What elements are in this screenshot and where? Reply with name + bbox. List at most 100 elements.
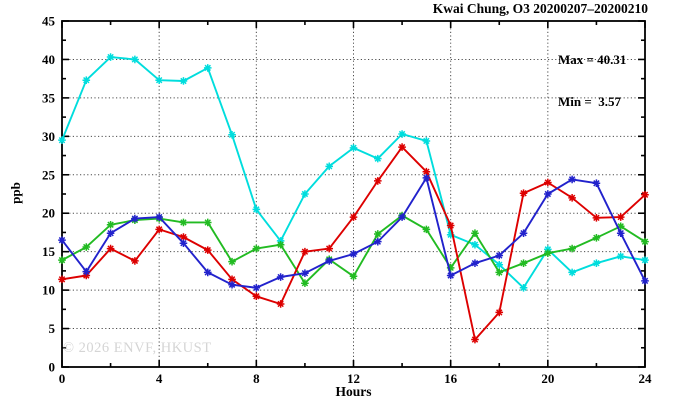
- data-point-marker: [398, 130, 406, 138]
- y-tick-label: 40: [42, 52, 55, 67]
- data-point-marker: [155, 225, 163, 234]
- data-point-marker: [471, 240, 479, 249]
- data-point-marker: [106, 53, 115, 61]
- data-point-marker: [568, 175, 576, 184]
- series-cyan-line: [58, 53, 649, 292]
- data-point-marker: [616, 252, 625, 261]
- data-point-marker: [131, 214, 139, 223]
- data-point-marker: [641, 277, 649, 285]
- data-point-marker: [373, 230, 382, 238]
- x-tick-label: 0: [59, 371, 66, 386]
- data-point-marker: [568, 244, 576, 253]
- data-point-marker: [82, 76, 91, 85]
- data-point-marker: [422, 137, 431, 145]
- y-tick-label: 5: [49, 321, 56, 336]
- data-point-marker: [82, 267, 91, 276]
- data-point-marker: [422, 225, 431, 234]
- data-point-marker: [252, 244, 261, 253]
- data-point-marker: [641, 190, 649, 199]
- data-point-marker: [544, 245, 552, 254]
- x-tick-label: 20: [541, 371, 554, 386]
- x-axis-title: Hours: [335, 384, 372, 399]
- data-point-marker: [82, 243, 91, 251]
- data-point-marker: [131, 257, 139, 265]
- data-point-marker: [203, 246, 212, 254]
- data-point-marker: [325, 257, 334, 265]
- data-point-marker: [301, 247, 309, 256]
- data-point-marker: [616, 213, 625, 221]
- data-point-marker: [228, 257, 236, 266]
- data-point-marker: [592, 259, 601, 267]
- data-point-marker: [616, 229, 625, 238]
- data-point-marker: [446, 264, 455, 272]
- data-point-marker: [276, 300, 285, 308]
- data-point-marker: [106, 244, 115, 253]
- y-tick-label: 30: [42, 129, 55, 144]
- data-point-marker: [349, 250, 358, 258]
- max-min-readout: Max = 40.31 Min = 3.57: [558, 25, 626, 137]
- tick-labels: 0 4 8 12 16 20 24 0 5 10 15 20 25 30 35 40 45: [42, 14, 652, 387]
- data-point-marker: [446, 230, 455, 239]
- data-point-marker: [131, 55, 139, 64]
- data-point-marker: [568, 194, 576, 202]
- data-point-marker: [544, 178, 552, 187]
- data-point-marker: [519, 259, 528, 267]
- data-point-marker: [495, 268, 504, 277]
- series-red-line: [58, 143, 649, 344]
- data-point-marker: [495, 308, 504, 317]
- data-point-marker: [155, 76, 163, 85]
- y-tick-label: 15: [42, 244, 56, 259]
- data-point-marker: [276, 237, 285, 245]
- data-point-marker: [106, 229, 115, 238]
- x-tick-label: 4: [156, 371, 163, 386]
- data-point-marker: [471, 259, 479, 267]
- y-axis-title: ppb: [8, 182, 23, 204]
- data-point-marker: [301, 190, 309, 198]
- data-point-marker: [495, 251, 504, 260]
- data-point-marker: [568, 268, 576, 277]
- data-point-marker: [276, 273, 285, 281]
- chart-title: Kwai Chung, O3 20200207–20200210: [432, 1, 648, 16]
- data-point-marker: [349, 144, 358, 152]
- data-point-marker: [252, 284, 261, 292]
- data-point-marker: [349, 213, 358, 221]
- y-tick-label: 10: [42, 283, 55, 298]
- data-point-marker: [398, 213, 406, 221]
- data-point-marker: [544, 249, 552, 258]
- data-point-marker: [471, 335, 479, 344]
- data-point-marker: [325, 162, 334, 171]
- max-value-label: Max = 40.31: [558, 52, 627, 67]
- data-point-marker: [58, 275, 66, 284]
- series-blue-line: [58, 174, 649, 292]
- data-point-marker: [592, 214, 601, 222]
- data-point-marker: [641, 256, 649, 264]
- data-point-marker: [519, 189, 528, 198]
- data-point-marker: [203, 218, 212, 227]
- data-point-marker: [276, 240, 285, 249]
- data-point-marker: [616, 222, 625, 231]
- data-point-marker: [544, 190, 552, 198]
- data-point-marker: [228, 275, 236, 284]
- data-point-marker: [592, 179, 601, 188]
- min-value-label: Min = 3.57: [558, 94, 622, 109]
- y-tick-label: 20: [42, 206, 55, 221]
- data-point-marker: [228, 130, 236, 139]
- data-point-marker: [179, 218, 188, 227]
- data-point-marker: [228, 280, 236, 289]
- y-tick-label: 25: [42, 167, 56, 182]
- data-point-marker: [641, 237, 649, 246]
- data-point-marker: [471, 229, 479, 238]
- data-point-marker: [519, 229, 528, 238]
- data-point-marker: [58, 256, 66, 264]
- data-point-marker: [252, 205, 261, 214]
- data-point-marker: [349, 272, 358, 281]
- data-point-marker: [592, 234, 601, 242]
- data-point-marker: [58, 136, 66, 144]
- data-point-marker: [82, 271, 91, 280]
- data-point-marker: [58, 236, 66, 244]
- data-point-marker: [203, 268, 212, 277]
- x-tick-label: 24: [639, 371, 653, 386]
- data-point-marker: [373, 237, 382, 246]
